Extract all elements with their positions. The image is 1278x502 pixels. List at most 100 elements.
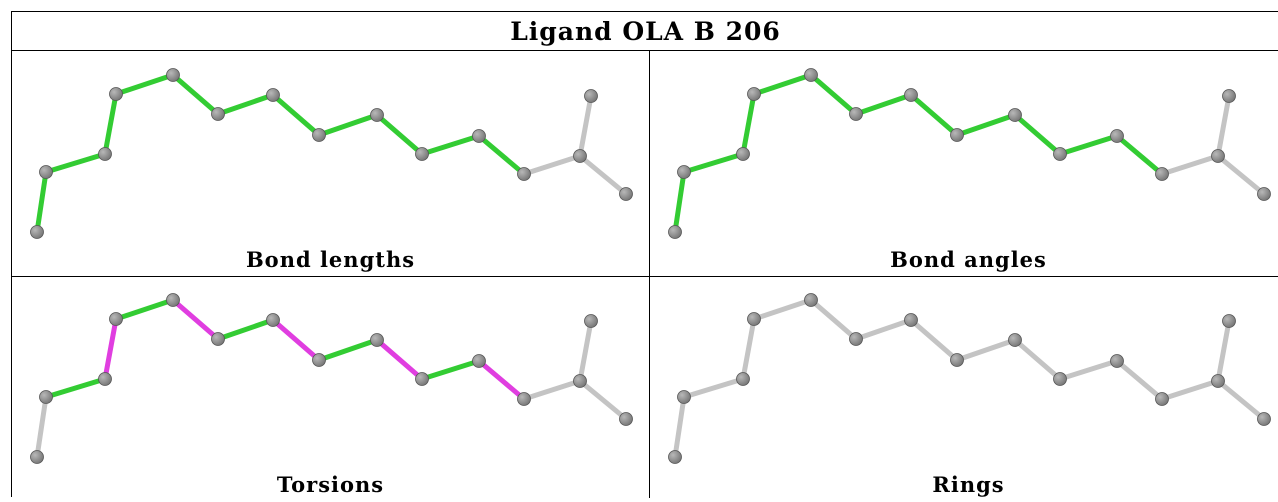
atom [804,293,818,307]
bond-neutral [751,297,814,322]
atom [1008,333,1022,347]
bond-neutral [1215,153,1267,197]
atom [668,225,682,239]
atom [370,108,384,122]
bond-ok [853,92,914,117]
validation-table: Ligand OLA B 206 Bond lengths Bond angle… [11,11,1278,498]
panel-caption: Bond lengths [245,247,416,272]
bond-neutral [1012,337,1063,382]
bond-neutral [908,317,960,363]
molecule-diagram [30,293,633,464]
bond-neutral [1114,358,1165,402]
atom [668,450,682,464]
bond-neutral [34,394,49,460]
atom [39,165,53,179]
atom [747,312,761,326]
atom [573,374,587,388]
atom [1211,374,1225,388]
atom [849,107,863,121]
bond-ok [113,72,176,97]
bond-ok [43,151,108,175]
atom [950,353,964,367]
bond-ok [740,91,757,157]
bond-ok [215,92,276,117]
bond-ok [751,72,814,97]
atom [1155,392,1169,406]
atom [266,88,280,102]
bond-ok [908,92,960,138]
atom [415,372,429,386]
bond-neutral [1215,93,1232,159]
bond-ok [43,376,108,400]
row-divider [12,276,1278,277]
bond-ok [1012,112,1063,157]
panel-rings: Rings [650,277,1278,502]
bond-flag [170,297,221,342]
atom [1211,149,1225,163]
bond-neutral [577,93,594,159]
bond-ok [374,112,425,157]
bond-ok [808,72,859,117]
atom [30,450,44,464]
panel-bond-angles: Bond angles [650,52,1278,277]
bond-ok [1057,133,1120,157]
molecule-diagram [30,68,633,239]
atom [736,372,750,386]
atom [211,107,225,121]
atom [39,390,53,404]
bond-neutral [577,378,629,422]
atom [415,147,429,161]
panel-caption: Rings [932,472,1005,497]
atom [98,147,112,161]
atom [619,187,633,201]
bond-ok [419,133,482,157]
bond-neutral [681,376,746,400]
bond-ok [316,337,380,363]
atom [747,87,761,101]
panel-caption: Torsions [276,472,385,497]
bond-neutral [1215,318,1232,384]
molecule-diagram [668,293,1271,464]
atom [1155,167,1169,181]
atom [1053,147,1067,161]
bond-neutral [954,337,1018,363]
bond-ok [419,358,482,382]
bond-neutral [521,153,583,177]
bond-ok [34,169,49,235]
bond-neutral [1159,153,1221,177]
atom [904,313,918,327]
bond-flag [102,316,119,382]
panel-torsions: Torsions [12,277,649,502]
bond-neutral [1159,378,1221,402]
panel-caption: Bond angles [890,247,1047,272]
bond-flag [476,358,527,402]
atom [1222,89,1236,103]
atom [517,167,531,181]
bond-neutral [740,316,757,382]
atom [1222,314,1236,328]
ligand-title: Ligand OLA B 206 [510,16,781,46]
bond-ok [1114,133,1165,177]
bond-neutral [672,394,687,460]
bond-ok [270,92,322,138]
atom [211,332,225,346]
atom [1110,354,1124,368]
bond-flag [374,337,425,382]
atom [904,88,918,102]
atom [166,68,180,82]
column-divider [649,51,650,498]
bond-ok [954,112,1018,138]
panel-bond-lengths: Bond lengths [12,52,649,277]
atom [166,293,180,307]
bond-neutral [808,297,859,342]
atom [1257,187,1271,201]
atom [736,147,750,161]
bond-neutral [577,318,594,384]
atom [1257,412,1271,426]
bond-flag [270,317,322,363]
bond-neutral [577,153,629,197]
atom [584,89,598,103]
atom [370,333,384,347]
atom [472,129,486,143]
atom [1008,108,1022,122]
